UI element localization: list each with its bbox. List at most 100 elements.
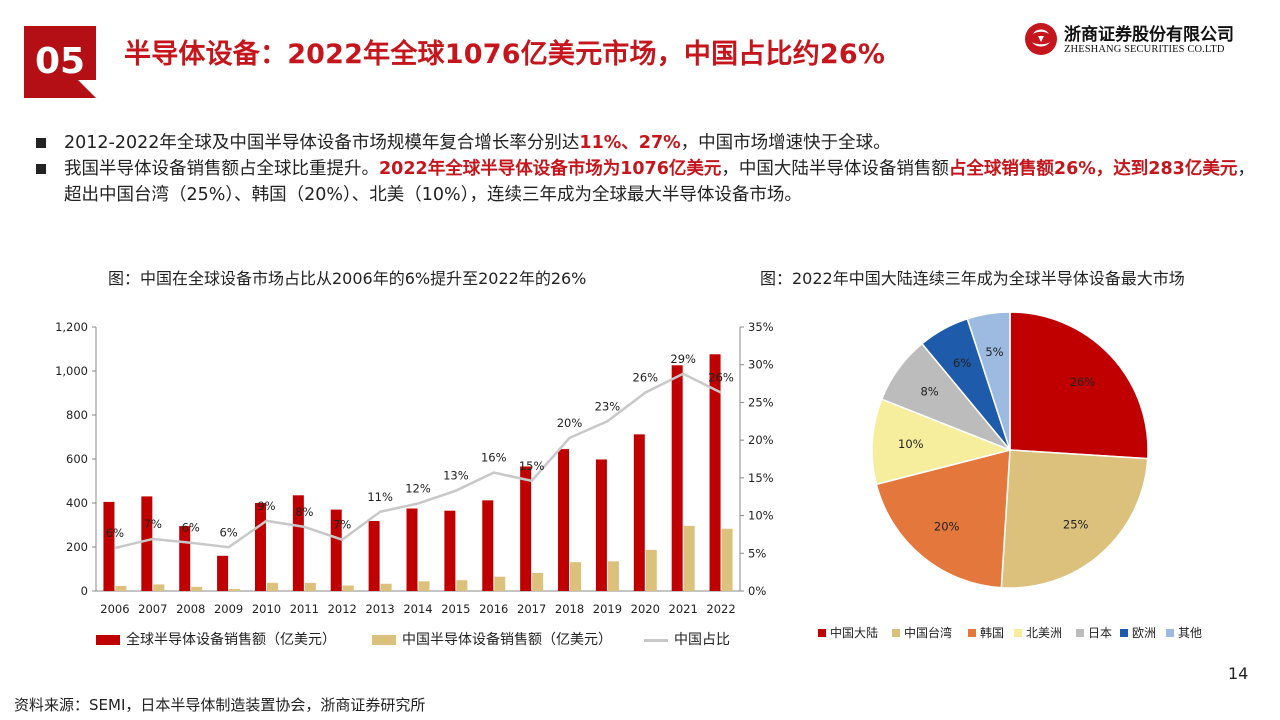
bullet-2-highlight-1: 2022年全球半导体设备市场为1076亿美元	[379, 159, 722, 179]
x-tick-label: 2021	[669, 602, 698, 616]
global-sales-bar	[482, 500, 494, 591]
pie-legend-label: 北美洲	[1026, 626, 1063, 640]
bullet-1-text: 2012-2022年全球及中国半导体设备市场规模年复合增长率分别达	[64, 133, 580, 153]
china-share-data-label: 20%	[557, 416, 583, 430]
china-share-data-label: 16%	[481, 451, 507, 465]
legend-swatch-china-sales	[372, 635, 396, 645]
pie-legend-label: 其他	[1178, 626, 1203, 640]
section-number-badge: 05	[24, 26, 96, 98]
china-sales-bar	[532, 572, 544, 591]
china-share-data-label: 26%	[708, 371, 734, 385]
x-tick-label: 2018	[555, 602, 584, 616]
bullet-2-highlight-2: 占全球销售额26%，达到283亿美元	[948, 159, 1238, 179]
china-share-data-label: 7%	[333, 518, 351, 532]
global-sales-bar	[292, 495, 304, 591]
china-share-data-label: 11%	[367, 490, 393, 504]
zheshang-logo-icon	[1025, 23, 1057, 55]
global-sales-bar	[254, 503, 266, 591]
right-y-tick-label: 10%	[748, 509, 774, 523]
global-sales-bar	[330, 509, 342, 591]
x-tick-label: 2016	[479, 602, 508, 616]
left-y-tick-label: 200	[66, 540, 88, 554]
pie-legend-label: 中国台湾	[904, 626, 953, 640]
pie-legend-swatch	[968, 629, 976, 637]
pie-slice	[1009, 311, 1149, 460]
right-chart-caption: 图：2022年中国大陆连续三年成为全球半导体设备最大市场	[760, 269, 1185, 288]
pie-legend-swatch	[892, 629, 900, 637]
left-y-tick-label: 1,200	[55, 320, 88, 334]
china-sales-bar	[494, 576, 506, 591]
global-sales-bar	[633, 434, 645, 591]
china-share-data-label: 6%	[219, 525, 237, 539]
pie-legend-swatch	[1120, 629, 1128, 637]
bullet-2-text: 我国半导体设备销售额占全球比重提升。	[64, 159, 379, 179]
china-share-data-label: 8%	[295, 505, 313, 519]
pie-slice-label: 5%	[985, 345, 1003, 359]
legend-item-china-sales: 中国半导体设备销售额（亿美元）	[372, 630, 642, 650]
x-tick-label: 2020	[631, 602, 660, 616]
bullet-square-icon	[36, 138, 46, 148]
left-y-tick-label: 400	[66, 496, 88, 510]
pie-slice-label: 26%	[1070, 375, 1096, 389]
region-share-pie-chart: 26% 25% 20% 10% 8% 6% 5%	[871, 311, 1149, 589]
china-sales-bar	[380, 583, 392, 591]
right-y-tick-label: 5%	[748, 546, 766, 560]
bullet-square-icon	[36, 164, 46, 174]
china-sales-bar	[645, 549, 657, 591]
left-y-tick-label: 600	[66, 452, 88, 466]
pie-slice-label: 10%	[898, 437, 924, 451]
pie-slice-label: 25%	[1063, 518, 1089, 532]
x-tick-label: 2009	[214, 602, 243, 616]
company-logo: 浙商证券股份有限公司 ZHESHANG SECURITIES CO.LTD	[1024, 20, 1260, 64]
global-sales-bar	[558, 449, 570, 591]
right-y-tick-label: 35%	[748, 320, 774, 334]
china-share-data-label: 9%	[257, 499, 275, 513]
pie-legend-swatch	[1166, 629, 1174, 637]
bullet-2-text-mid: ，中国大陆半导体设备销售额	[721, 159, 949, 179]
china-sales-bar	[342, 585, 354, 591]
pie-slice	[1000, 449, 1149, 589]
china-sales-bar	[418, 581, 430, 591]
market-share-combo-chart: 0 200 400 600 800 1,000 1,200 0% 5% 10% 15% 20% 25% 3…	[55, 320, 774, 616]
source-footnote: 资料来源：SEMI，日本半导体制造装置协会，浙商证券研究所	[14, 696, 426, 714]
x-tick-label: 2007	[138, 602, 167, 616]
right-y-tick-label: 20%	[748, 433, 774, 447]
bullet-1-text-end: ，中国市场增速快于全球。	[680, 133, 891, 153]
china-share-data-label: 6%	[106, 526, 124, 540]
china-share-data-label: 15%	[519, 459, 545, 473]
pie-slice-label: 6%	[953, 356, 971, 370]
pie-slice-label: 8%	[920, 385, 938, 399]
pie-legend-label: 日本	[1088, 626, 1113, 640]
bullet-1-highlight: 11%、27%	[579, 133, 681, 153]
pie-legend-label: 欧洲	[1132, 626, 1157, 640]
pie-legend-label: 中国大陆	[830, 626, 879, 640]
global-sales-bar	[406, 508, 418, 591]
summary-bullets: 2012-2022年全球及中国半导体设备市场规模年复合增长率分别达11%、27%…	[36, 130, 1256, 208]
china-sales-bar	[229, 589, 241, 591]
badge-corner-fold	[78, 80, 96, 98]
global-sales-bar	[595, 459, 607, 591]
right-y-tick-label: 30%	[748, 358, 774, 372]
legend-item-china-share: 中国占比	[644, 630, 754, 650]
china-sales-bar	[570, 562, 582, 591]
china-sales-bar	[153, 584, 165, 591]
x-tick-label: 2014	[403, 602, 432, 616]
x-tick-label: 2017	[517, 602, 546, 616]
china-share-data-label: 29%	[670, 352, 696, 366]
legend-label-china-share: 中国占比	[674, 632, 730, 648]
global-sales-bar	[671, 365, 683, 591]
china-sales-bar	[607, 561, 619, 591]
right-y-tick-label: 15%	[748, 471, 774, 485]
x-tick-label: 2015	[441, 602, 470, 616]
global-sales-bar	[444, 510, 456, 591]
pie-slice	[875, 449, 1011, 589]
global-sales-bar	[368, 521, 380, 591]
left-chart-caption: 图：中国在全球设备市场占比从2006年的6%提升至2022年的26%	[108, 269, 587, 288]
x-tick-label: 2013	[365, 602, 394, 616]
china-sales-bar	[683, 525, 695, 591]
x-tick-label: 2010	[252, 602, 281, 616]
china-sales-bar	[721, 528, 733, 591]
page-number: 14	[1228, 664, 1249, 683]
left-y-tick-label: 1,000	[55, 364, 88, 378]
x-tick-label: 2019	[593, 602, 622, 616]
